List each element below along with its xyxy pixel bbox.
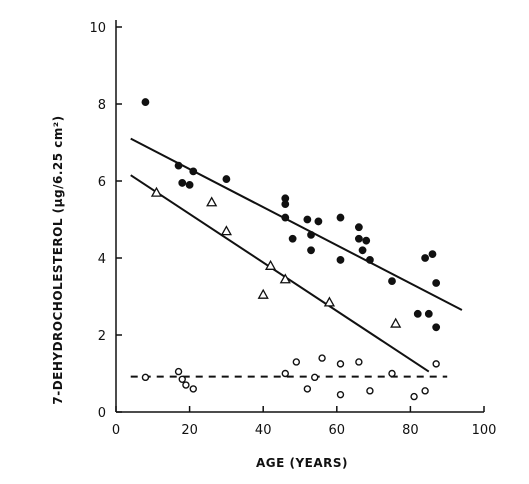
open-triangle-point <box>323 296 336 307</box>
y-axis-title: 7-DEHYDROCHOLESTEROL (µg/6.25 cm²) <box>51 115 65 404</box>
filled-circle-point <box>428 250 437 259</box>
y-tick-label: 8 <box>98 98 106 113</box>
filled-circle-point <box>307 246 315 255</box>
ticks: 0 20 40 60 80 100 0 2 4 6 8 10 <box>89 21 496 438</box>
x-tick-label: 80 <box>402 423 419 438</box>
x-tick-label: 0 <box>112 423 120 438</box>
filled-circle-point <box>424 309 433 318</box>
open-circle-point <box>182 381 190 389</box>
filled-circle-point <box>185 180 194 189</box>
filled-circle-point <box>432 323 441 332</box>
filled-circle-point <box>174 161 183 170</box>
open-circle-point <box>410 392 418 401</box>
filled-circle-point <box>362 236 371 245</box>
open-triangle-point <box>279 273 291 284</box>
regression-lines <box>130 137 463 378</box>
filled-circle-point <box>413 309 422 318</box>
open-circle-point <box>388 369 396 378</box>
y-tick-label: 0 <box>98 406 106 421</box>
filled-circle-point <box>307 231 315 239</box>
open-circle-point <box>189 385 197 393</box>
x-tick-label: 60 <box>329 423 346 438</box>
filled-circle-point <box>178 179 187 187</box>
open-circle-point <box>336 360 345 368</box>
solid-fit-line <box>130 174 430 373</box>
open-triangle-point <box>264 259 277 270</box>
open-circle-point <box>178 375 186 383</box>
filled-circle-point <box>388 277 396 286</box>
open-circle-point <box>336 390 345 399</box>
solid-fit-line <box>130 137 463 311</box>
filled-circle-point <box>303 215 312 224</box>
open-circle-point <box>141 373 150 382</box>
open-circle-point <box>281 369 289 378</box>
filled-circle-point <box>358 246 367 255</box>
x-tick-label: 100 <box>472 423 497 438</box>
open-triangle-point <box>390 317 402 328</box>
open-triangle-point <box>220 225 233 236</box>
filled-circle-point <box>189 167 198 176</box>
x-axis-title: AGE (YEARS) <box>256 456 348 470</box>
y-tick-label: 6 <box>98 175 106 190</box>
open-triangle-point <box>206 196 218 207</box>
open-circle-point <box>355 358 363 366</box>
open-triangle-point <box>150 186 163 197</box>
open-circle-point <box>318 354 326 362</box>
filled-circle-point <box>336 213 345 222</box>
filled-circle-point <box>281 213 290 222</box>
filled-circle-point <box>141 98 150 106</box>
open-triangle-point <box>257 288 269 299</box>
open-circle-point <box>366 387 374 395</box>
open-circle-point <box>303 385 312 393</box>
open-circle-point <box>292 358 301 366</box>
filled-circle-point <box>314 217 323 226</box>
filled-circle-point <box>354 223 363 232</box>
filled-circle-point <box>336 256 345 264</box>
y-tick-label: 2 <box>98 329 106 344</box>
data-points <box>141 98 441 401</box>
open-circle-point <box>311 373 319 382</box>
open-circle-point <box>432 360 440 368</box>
filled-circle-point <box>222 175 231 183</box>
filled-circle-point <box>421 254 430 262</box>
filled-circle-point <box>432 279 441 287</box>
open-circle-point <box>174 367 183 376</box>
filled-circle-point <box>366 256 374 264</box>
open-circle-point <box>421 387 429 395</box>
filled-circle-point <box>354 234 363 243</box>
x-tick-label: 20 <box>181 423 198 438</box>
x-tick-label: 40 <box>255 423 272 438</box>
y-tick-label: 10 <box>89 21 106 36</box>
filled-circle-point <box>281 200 290 209</box>
axes <box>115 20 484 413</box>
y-tick-label: 4 <box>98 252 106 267</box>
filled-circle-point <box>288 234 297 243</box>
